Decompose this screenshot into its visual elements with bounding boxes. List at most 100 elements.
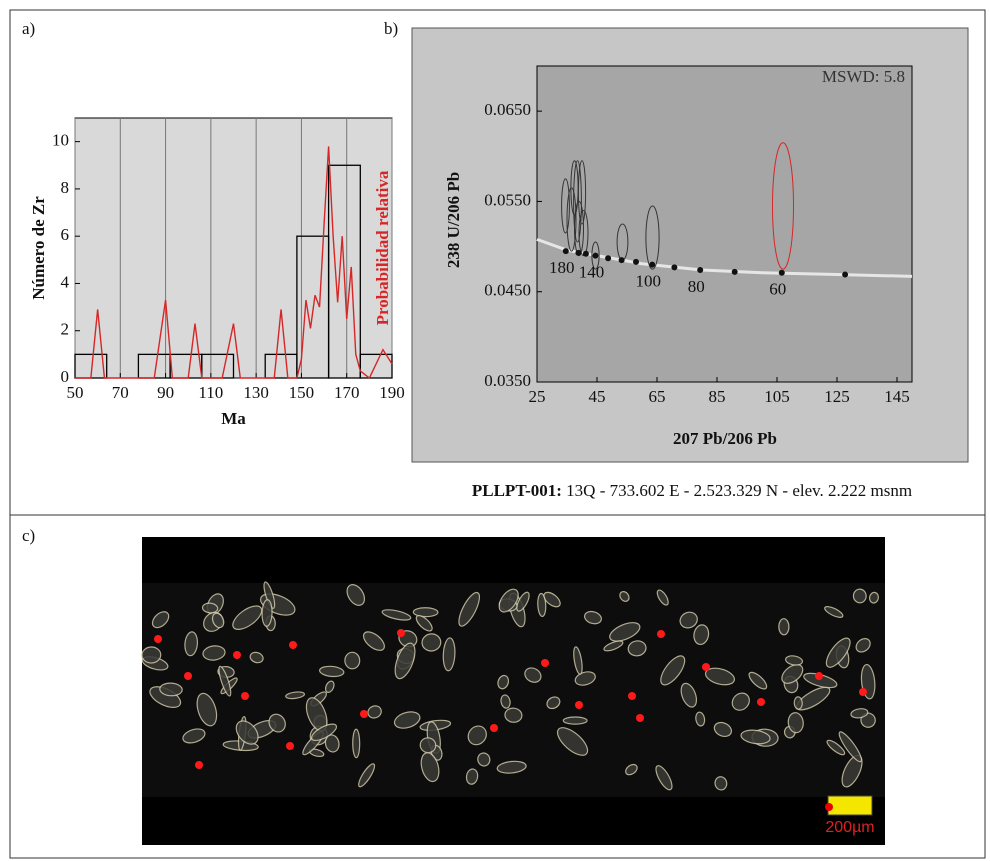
y-tick-label: 10 — [52, 131, 69, 150]
spot — [397, 629, 405, 637]
crystal — [182, 728, 206, 744]
crystal — [785, 655, 804, 666]
panel-frame — [9, 514, 986, 859]
crystal — [324, 680, 335, 693]
panel-label: c) — [22, 526, 35, 545]
age-point — [562, 248, 569, 255]
crystal — [362, 631, 385, 651]
y-axis-label: Número de Zr — [29, 196, 48, 300]
x-tick-label: 145 — [884, 387, 910, 406]
crystal — [609, 622, 641, 642]
histogram-bar — [359, 353, 393, 379]
age-point — [633, 258, 639, 265]
spot — [289, 641, 297, 649]
age-point — [605, 255, 612, 262]
crystal — [537, 592, 547, 618]
crystal — [660, 655, 686, 686]
crystal — [574, 671, 596, 686]
age-label: 60 — [769, 280, 786, 299]
crystal — [603, 640, 624, 652]
spot — [184, 672, 192, 680]
x-axis-label: Ma — [221, 409, 246, 428]
crystal — [497, 674, 510, 690]
crystal — [693, 624, 710, 646]
crystal — [546, 696, 561, 710]
crystal — [656, 589, 669, 606]
crystal — [268, 713, 286, 733]
age-point — [697, 267, 704, 274]
crystal — [218, 665, 232, 697]
spot — [757, 698, 765, 706]
crystal — [573, 646, 583, 675]
crystal — [793, 696, 803, 710]
crystal — [263, 581, 276, 609]
sample-id: PLLPT-001: — [472, 481, 562, 500]
x-tick-label: 170 — [334, 383, 360, 402]
spot — [195, 761, 203, 769]
y-tick-label: 0 — [61, 367, 70, 386]
crystal — [184, 631, 199, 657]
y-tick-label: 0.0650 — [484, 100, 531, 119]
crystal — [467, 725, 487, 746]
panel-label: a) — [22, 19, 35, 38]
crystal — [781, 664, 804, 684]
crystal — [458, 591, 481, 627]
spot — [490, 724, 498, 732]
crystal — [310, 723, 338, 742]
histogram-bar — [327, 164, 361, 379]
y-tick-label: 4 — [61, 272, 70, 291]
crystal — [704, 667, 736, 686]
legend-label: Probabilidad relativa — [373, 170, 392, 325]
crystal — [421, 633, 442, 652]
crystal — [787, 712, 804, 734]
plot-area — [536, 65, 913, 383]
x-tick-label: 25 — [529, 387, 546, 406]
age-label: 180 — [549, 258, 575, 277]
age-label: 140 — [579, 263, 605, 282]
spot — [815, 672, 823, 680]
crystal — [358, 763, 376, 788]
error-ellipse — [772, 142, 794, 270]
error-ellipse — [561, 178, 570, 234]
crystal — [740, 729, 771, 745]
crystal — [855, 638, 871, 653]
crystal — [393, 711, 421, 729]
error-ellipse — [566, 187, 577, 252]
spot — [575, 701, 583, 709]
spot — [636, 714, 644, 722]
crystal — [151, 611, 170, 629]
zircon-image: 200µm — [141, 537, 885, 845]
y-axis-label: 238 U/206 Pb — [444, 172, 463, 268]
crystal — [346, 584, 366, 606]
x-tick-label: 105 — [764, 387, 790, 406]
crystal — [412, 607, 439, 618]
age-point — [575, 249, 582, 256]
age-point — [618, 257, 625, 264]
crystal — [556, 727, 589, 756]
y-tick-label: 6 — [61, 225, 70, 244]
crystal — [826, 739, 846, 756]
crystal — [344, 651, 361, 670]
y-tick-label: 0.0450 — [484, 281, 531, 300]
crystal — [261, 599, 273, 627]
annotation: MSWD: 5.8 — [822, 67, 905, 86]
x-tick-label: 130 — [243, 383, 269, 402]
crystal — [232, 605, 263, 630]
scale-dot — [825, 803, 833, 811]
crystal — [159, 682, 183, 697]
crystal — [504, 707, 523, 723]
crystal — [619, 591, 630, 602]
age-label: 100 — [635, 272, 661, 291]
age-point — [592, 252, 599, 259]
crystal — [285, 691, 306, 700]
crystal — [235, 720, 259, 745]
y-tick-label: 2 — [61, 320, 70, 339]
age-point — [582, 250, 589, 257]
y-tick-label: 0.0550 — [484, 190, 531, 209]
crystal — [415, 614, 433, 632]
age-point — [649, 261, 656, 268]
error-ellipse — [577, 160, 587, 225]
probability-line — [75, 146, 393, 380]
crystal — [543, 591, 561, 608]
scale-bar — [827, 795, 873, 816]
